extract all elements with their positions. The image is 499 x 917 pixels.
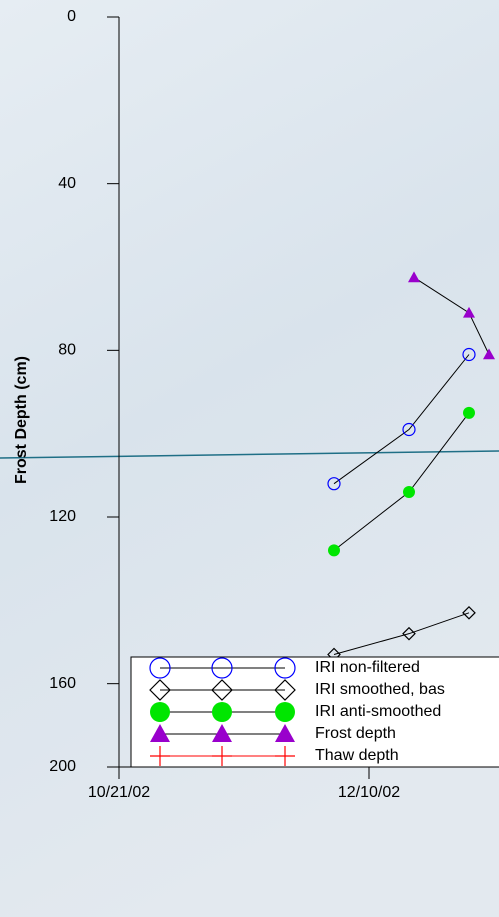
legend-marker bbox=[274, 657, 296, 679]
legend-marker bbox=[150, 702, 170, 722]
legend-marker bbox=[149, 679, 171, 701]
y-axis-title: Frost Depth (cm) bbox=[13, 356, 30, 484]
point bbox=[402, 626, 416, 641]
legend-marker bbox=[275, 746, 295, 766]
point bbox=[463, 306, 475, 318]
legend-marker bbox=[211, 679, 233, 701]
series-line bbox=[333, 612, 470, 655]
y-tick-label: 80 bbox=[58, 342, 76, 359]
legend-marker bbox=[212, 702, 232, 722]
point bbox=[327, 477, 341, 491]
legend-marker bbox=[150, 746, 170, 766]
legend-marker bbox=[275, 702, 295, 722]
legend-label: Thaw depth bbox=[315, 747, 399, 764]
plot bbox=[327, 271, 495, 662]
legend-marker bbox=[211, 657, 233, 679]
point bbox=[402, 422, 416, 437]
point bbox=[408, 271, 420, 283]
point bbox=[462, 605, 476, 620]
legend-marker bbox=[150, 724, 170, 742]
y-tick-label: 0 bbox=[67, 8, 76, 25]
legend-marker bbox=[212, 746, 232, 766]
point bbox=[483, 348, 495, 360]
legend-marker bbox=[274, 679, 296, 701]
y-tick-label: 40 bbox=[58, 175, 76, 192]
point bbox=[462, 347, 476, 362]
background-line bbox=[0, 450, 499, 459]
x-tick-label: 12/10/02 bbox=[338, 784, 400, 801]
y-tick-label: 120 bbox=[49, 508, 76, 525]
y-tick-label: 160 bbox=[49, 675, 76, 692]
point bbox=[328, 544, 340, 557]
point bbox=[403, 486, 415, 498]
legend-label: IRI smoothed, bas bbox=[315, 681, 445, 698]
legend-marker bbox=[212, 724, 232, 742]
x-tick-label: 10/21/02 bbox=[88, 784, 150, 801]
series-line bbox=[333, 354, 470, 485]
legend-marker bbox=[149, 657, 171, 679]
legend-label: IRI non-filtered bbox=[315, 659, 420, 676]
y-tick-label: 200 bbox=[49, 758, 76, 775]
legend-label: Frost depth bbox=[315, 725, 396, 742]
legend-label: IRI anti-smoothed bbox=[315, 703, 441, 720]
point bbox=[463, 406, 475, 419]
legend-marker bbox=[275, 724, 295, 742]
